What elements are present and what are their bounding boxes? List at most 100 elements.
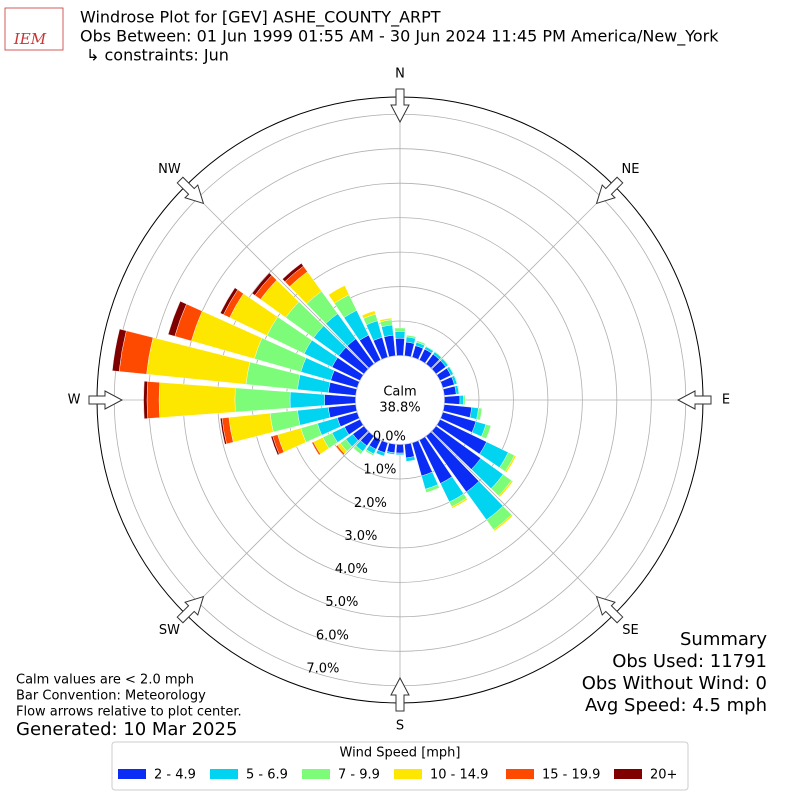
bar-segment <box>386 442 396 454</box>
legend-label: 15 - 19.9 <box>542 768 600 783</box>
flow-arrow <box>676 390 712 410</box>
grid-spoke <box>431 431 615 615</box>
compass-label: S <box>396 719 404 734</box>
bar-segment <box>425 345 435 352</box>
bar-segment <box>228 412 274 443</box>
bar-segment <box>442 385 457 396</box>
bar-segment <box>282 262 304 282</box>
compass-label: SE <box>622 623 638 638</box>
summary-line: Obs Used: 11791 <box>612 651 767 672</box>
arrow-shape <box>176 595 205 624</box>
compass-label: W <box>68 393 81 408</box>
bar-segment <box>425 484 440 493</box>
bar-segment <box>457 385 460 395</box>
bar-segment <box>444 395 461 405</box>
bar-segment <box>328 285 350 304</box>
bar-segment <box>394 327 406 332</box>
bar-segment <box>448 365 455 375</box>
bar-segment <box>395 444 405 454</box>
bar-segment <box>143 381 148 419</box>
bar-segment <box>311 441 321 456</box>
r-tick-label: 1.0% <box>363 463 396 478</box>
bar-segment <box>335 444 345 456</box>
calm-label: Calm <box>383 385 416 400</box>
r-tick-label: 4.0% <box>335 562 368 577</box>
arrow-shape <box>595 176 624 205</box>
flow-arrow <box>390 88 410 124</box>
bar-segment <box>289 391 325 409</box>
bar-segment <box>158 382 236 418</box>
grid-spoke <box>431 185 615 369</box>
flow-arrow <box>595 176 624 205</box>
legend-swatch <box>210 769 238 779</box>
arrow-shape <box>88 390 124 410</box>
note: Bar Convention: Meteorology <box>16 689 206 704</box>
bar-segment <box>167 300 187 337</box>
legend-swatch <box>394 769 422 779</box>
bar-segment <box>361 310 376 319</box>
bar-segment <box>504 455 517 473</box>
bar-segment <box>451 497 468 509</box>
summary-line: Avg Speed: 4.5 mph <box>585 695 767 716</box>
generated: Generated: 10 Mar 2025 <box>16 719 237 740</box>
bar-segment <box>379 317 393 323</box>
bar-segment <box>112 328 127 372</box>
bar-segment <box>220 417 227 445</box>
arrow-shape <box>176 176 205 205</box>
note: Calm values are < 2.0 mph <box>16 673 194 688</box>
compass-label: E <box>722 393 730 408</box>
bar-segment <box>463 395 466 405</box>
bar-segment <box>406 334 417 339</box>
legend-label: 2 - 4.9 <box>154 768 196 783</box>
polar-plot <box>88 88 712 712</box>
bar-segment <box>395 452 405 456</box>
legend-swatch <box>614 769 642 779</box>
logo: IEM <box>13 30 47 48</box>
constraints: ↳ constraints: Jun <box>86 46 229 65</box>
bar-segment <box>234 387 291 413</box>
bar-segment <box>381 324 394 338</box>
legend-swatch <box>506 769 534 779</box>
bar-segment <box>365 449 375 456</box>
bar-segment <box>395 338 405 356</box>
chart-subtitle: Obs Between: 01 Jun 1999 01:55 AM - 30 J… <box>80 27 719 47</box>
bar-segment <box>493 514 514 532</box>
arrow-shape <box>676 390 712 410</box>
bar-segment <box>375 449 386 457</box>
legend-title: Wind Speed [mph] <box>340 746 461 761</box>
bar-segment <box>405 456 416 462</box>
bar-segment <box>394 331 406 339</box>
bar-segment <box>459 395 464 405</box>
arrow-shape <box>595 595 624 624</box>
summary-line: Obs Without Wind: 0 <box>582 673 767 694</box>
bar-segment <box>434 351 443 358</box>
legend-swatch <box>118 769 146 779</box>
bar-segment <box>269 410 301 433</box>
flow-arrow <box>88 390 124 410</box>
grid-spoke <box>185 431 369 615</box>
bar-segment <box>353 445 364 455</box>
bar-segment <box>386 451 395 455</box>
compass-label: SW <box>159 623 180 638</box>
bar-segment <box>442 357 449 366</box>
compass-label: NW <box>158 162 181 177</box>
bar-segment <box>251 272 273 296</box>
arrow-shape <box>390 676 410 712</box>
compass-label: N <box>395 67 405 82</box>
bar-segment <box>481 424 492 439</box>
legend-box <box>111 741 689 791</box>
calm-value: 38.8% <box>379 401 420 416</box>
bar-segment <box>453 375 458 385</box>
bar-segment <box>146 381 160 419</box>
arrow-shape <box>390 88 410 124</box>
legend-label: 20+ <box>650 768 677 783</box>
legend-label: 5 - 6.9 <box>246 768 288 783</box>
bar-segment <box>498 480 514 498</box>
compass-label: NE <box>622 162 640 177</box>
logo-box <box>4 7 64 51</box>
flow-arrow <box>176 176 205 205</box>
chart-title: Windrose Plot for [GEV] ASHE_COUNTY_ARPT <box>80 8 441 28</box>
summary-title: Summary <box>680 629 767 650</box>
bar-segment <box>476 407 483 421</box>
